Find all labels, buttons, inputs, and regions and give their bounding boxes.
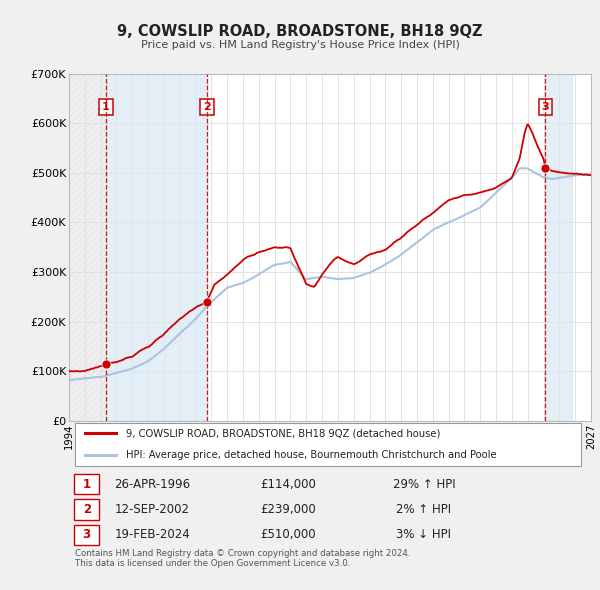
Text: 12-SEP-2002: 12-SEP-2002 bbox=[115, 503, 190, 516]
Text: 3: 3 bbox=[542, 101, 549, 112]
Text: 1: 1 bbox=[102, 101, 110, 112]
Text: 2% ↑ HPI: 2% ↑ HPI bbox=[397, 503, 452, 516]
Text: £510,000: £510,000 bbox=[260, 528, 316, 541]
Text: 2: 2 bbox=[203, 101, 211, 112]
Bar bbox=[545, 74, 572, 421]
Text: 9, COWSLIP ROAD, BROADSTONE, BH18 9QZ (detached house): 9, COWSLIP ROAD, BROADSTONE, BH18 9QZ (d… bbox=[127, 428, 441, 438]
Bar bbox=[106, 74, 207, 421]
FancyBboxPatch shape bbox=[74, 499, 99, 520]
Text: 1: 1 bbox=[83, 477, 91, 490]
Text: HPI: Average price, detached house, Bournemouth Christchurch and Poole: HPI: Average price, detached house, Bour… bbox=[127, 450, 497, 460]
Text: 9, COWSLIP ROAD, BROADSTONE, BH18 9QZ: 9, COWSLIP ROAD, BROADSTONE, BH18 9QZ bbox=[117, 24, 483, 38]
FancyBboxPatch shape bbox=[74, 525, 99, 545]
Text: Contains HM Land Registry data © Crown copyright and database right 2024.
This d: Contains HM Land Registry data © Crown c… bbox=[75, 549, 411, 568]
Text: £114,000: £114,000 bbox=[260, 477, 316, 490]
Text: 19-FEB-2024: 19-FEB-2024 bbox=[115, 528, 190, 541]
FancyBboxPatch shape bbox=[75, 422, 581, 466]
Text: 2: 2 bbox=[83, 503, 91, 516]
Text: Price paid vs. HM Land Registry's House Price Index (HPI): Price paid vs. HM Land Registry's House … bbox=[140, 40, 460, 50]
Text: 29% ↑ HPI: 29% ↑ HPI bbox=[392, 477, 455, 490]
Text: 3: 3 bbox=[83, 528, 91, 541]
Text: £239,000: £239,000 bbox=[260, 503, 316, 516]
Text: 3% ↓ HPI: 3% ↓ HPI bbox=[397, 528, 451, 541]
FancyBboxPatch shape bbox=[74, 474, 99, 494]
Text: 26-APR-1996: 26-APR-1996 bbox=[115, 477, 191, 490]
Bar bbox=[69, 74, 106, 421]
